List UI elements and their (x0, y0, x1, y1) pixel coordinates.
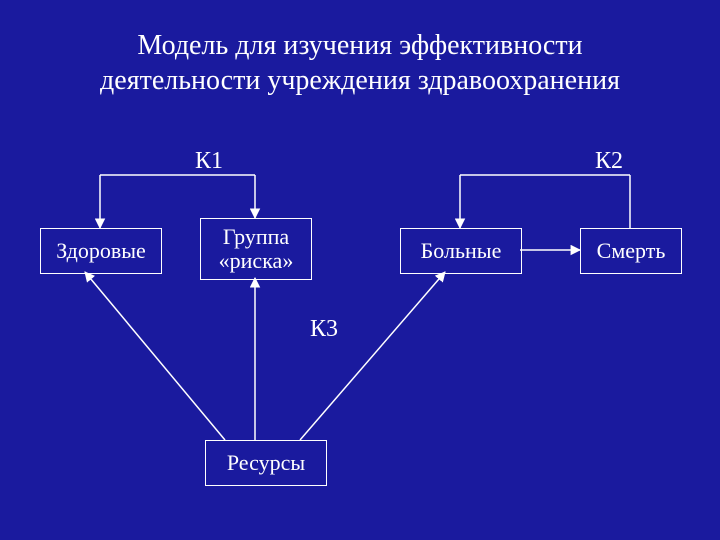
title-line-2: деятельности учреждения здравоохранения (100, 65, 620, 96)
node-healthy-label: Здоровые (56, 239, 146, 263)
node-sick-label: Больные (421, 239, 502, 263)
node-sick: Больные (400, 228, 522, 274)
node-healthy: Здоровые (40, 228, 162, 274)
page-title: Модель для изучения эффективности деятел… (0, 28, 720, 98)
node-resources-label: Ресурсы (227, 451, 305, 475)
label-k1: К1 (195, 148, 223, 175)
label-k2: К2 (595, 148, 623, 175)
label-k3: К3 (310, 316, 338, 343)
node-risk-label: Группа «риска» (219, 225, 294, 273)
title-line-1: Модель для изучения эффективности (137, 30, 582, 61)
node-death: Смерть (580, 228, 682, 274)
diagram-canvas: Модель для изучения эффективности деятел… (0, 0, 720, 540)
node-death-label: Смерть (597, 239, 666, 263)
node-resources: Ресурсы (205, 440, 327, 486)
node-risk: Группа «риска» (200, 218, 312, 280)
